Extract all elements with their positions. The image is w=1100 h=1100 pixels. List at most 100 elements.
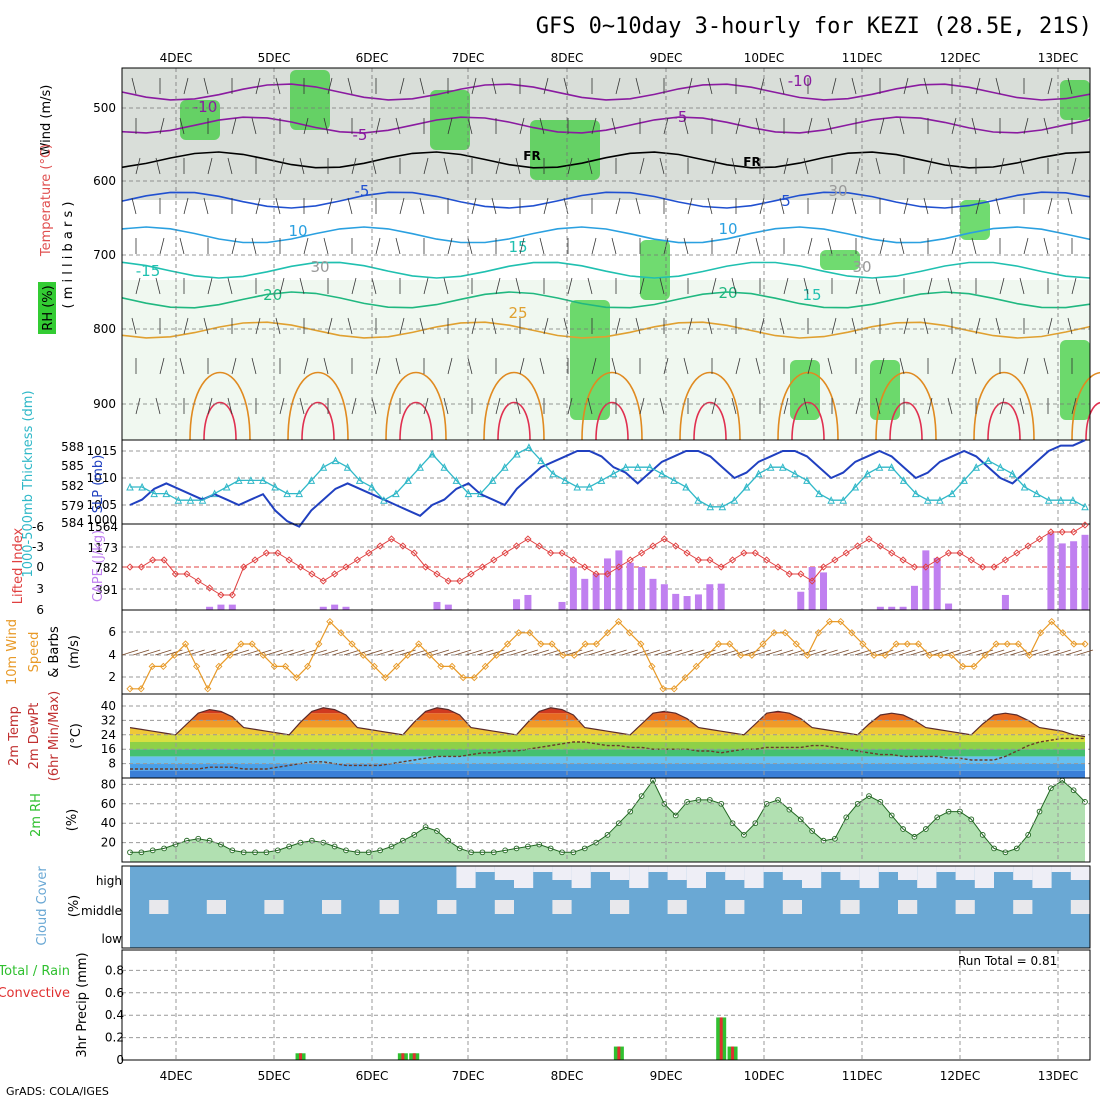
wind-barb-10m [455, 649, 472, 656]
lifted-marker [512, 542, 521, 550]
wind-barb-10m [688, 649, 705, 656]
temp-band [130, 734, 1085, 742]
cape-bar [649, 578, 657, 610]
wind-barb [731, 277, 737, 295]
wind-barb-10m [155, 649, 172, 656]
slp-tick-label: 1010 [86, 471, 117, 485]
wind-speed-marker [248, 640, 256, 648]
lifted-marker [251, 556, 259, 564]
wind-barb [251, 117, 257, 135]
hot-loop-contour [1085, 402, 1100, 441]
wind-barb-10m [288, 649, 305, 656]
wind-barb-10m [466, 649, 483, 656]
wind-speed-marker [1048, 617, 1056, 626]
wind-barb [275, 197, 281, 215]
temperature-contour [121, 321, 1091, 339]
thickness-marker [1008, 469, 1017, 478]
wind-barb [1043, 357, 1049, 375]
lifted-marker [865, 535, 873, 543]
warm-loop-contour [385, 371, 447, 441]
wind-barb [567, 157, 573, 175]
wind-barb [1019, 157, 1025, 175]
cape-bar [933, 557, 941, 610]
wind-barb-10m [621, 649, 638, 656]
lifted-marker [387, 535, 396, 543]
wind-barb [231, 117, 237, 135]
wind-barb [419, 197, 425, 215]
contour-label: FR [743, 155, 760, 169]
wind-barb [279, 277, 285, 295]
wind-barb-10m [654, 649, 672, 656]
wind-axis-label: Wind (m/s) [39, 85, 54, 156]
speed-axis-label: Speed [27, 632, 42, 673]
wind-barb [131, 197, 137, 215]
day-label-bottom: 13DEC [1038, 1069, 1078, 1083]
lifted-marker [751, 549, 759, 557]
wind-barb [519, 117, 525, 135]
wind-barb-10m [388, 649, 405, 656]
temp-line [129, 707, 1086, 738]
wind-barb [879, 357, 885, 375]
wind-barb [711, 277, 717, 295]
lifted-marker [467, 570, 475, 578]
wind-barb [299, 397, 305, 415]
wind-barb [395, 117, 401, 135]
cape-bar [820, 572, 828, 610]
wind-speed-marker [792, 640, 800, 648]
wind-barb [255, 317, 261, 335]
wind-barb-10m [1021, 649, 1038, 656]
thickness-marker [404, 476, 412, 484]
wind-barb [491, 77, 497, 95]
lifted-marker [626, 556, 634, 564]
lifted-marker [524, 535, 532, 543]
wind-speed-marker [304, 662, 312, 671]
wind-barb [659, 397, 665, 415]
temp-tick-label: 40 [101, 699, 116, 713]
lifted-marker [967, 556, 975, 564]
wind-barb [251, 237, 257, 255]
lifted-line [130, 524, 1086, 596]
wind-barb [779, 77, 785, 95]
cloud-gap-middle [322, 900, 342, 914]
cloud-gap-middle [552, 900, 572, 914]
wind-barb [999, 157, 1005, 175]
cape-bar [433, 601, 441, 610]
wind-speed-marker [292, 673, 301, 682]
cloud-gap-middle [379, 900, 399, 914]
wind-barb-10m [932, 649, 949, 656]
wind-barb [635, 317, 641, 335]
warm-loop-contour [581, 371, 643, 441]
cape-bar [910, 585, 918, 610]
wind-barb-10m [754, 649, 772, 656]
slp-tick-label: 1015 [86, 444, 117, 458]
precip-frame [121, 949, 1091, 1061]
pressure-tick-label: 900 [93, 397, 116, 411]
wind-barb [399, 197, 405, 215]
wind-barb [395, 237, 401, 255]
wind-barb [1023, 117, 1029, 135]
wind-barb [495, 397, 501, 415]
wind-barb-10m [632, 649, 649, 656]
wind-barb-10m [210, 649, 227, 656]
temp-unit-label: (°C) [69, 723, 84, 749]
cloud-gap-high [667, 866, 687, 880]
day-label-bottom: 8DEC [551, 1069, 584, 1083]
cape-tick-label: 1564 [87, 520, 118, 534]
wind-barb-10m [699, 649, 716, 656]
thickness-marker [271, 482, 279, 491]
wind-barb-10m [954, 649, 971, 656]
wind-barb [779, 197, 785, 215]
wind-barb-10m [1043, 649, 1060, 656]
wind-barb-10m [255, 649, 272, 656]
wind-barb [879, 117, 885, 135]
precip-tick-label: 0.6 [105, 986, 124, 1000]
lifted-marker [763, 556, 771, 564]
wind-barb [735, 237, 741, 255]
wind-barb [131, 77, 137, 95]
wind-barb [207, 277, 213, 295]
temp-band [130, 749, 1085, 757]
lifted-marker [922, 563, 930, 571]
cape-bar [558, 601, 566, 610]
wind-speed-marker [348, 640, 356, 648]
thickness-marker [367, 482, 376, 491]
